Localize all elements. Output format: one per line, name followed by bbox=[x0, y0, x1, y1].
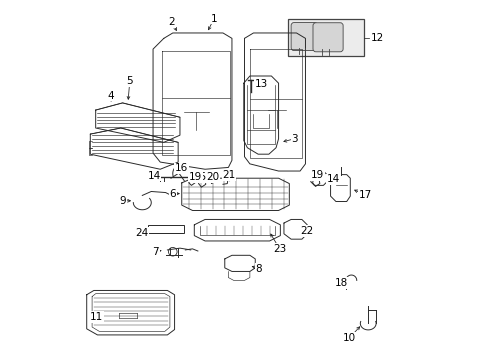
Text: 24: 24 bbox=[135, 228, 148, 238]
Text: 5: 5 bbox=[126, 76, 133, 86]
Bar bbox=[148, 225, 183, 233]
Text: 21: 21 bbox=[222, 170, 235, 180]
Text: 23: 23 bbox=[272, 244, 285, 254]
Text: 7: 7 bbox=[152, 247, 159, 257]
Text: 14: 14 bbox=[326, 174, 339, 184]
Text: 19: 19 bbox=[188, 172, 202, 182]
FancyBboxPatch shape bbox=[312, 23, 343, 52]
Text: 9: 9 bbox=[119, 196, 125, 206]
Text: 1: 1 bbox=[210, 14, 217, 24]
Bar bbox=[287, 19, 363, 56]
FancyBboxPatch shape bbox=[290, 23, 317, 50]
Text: 19: 19 bbox=[310, 170, 323, 180]
Text: 13: 13 bbox=[255, 79, 268, 89]
Text: 17: 17 bbox=[358, 190, 371, 200]
Text: 16: 16 bbox=[175, 163, 188, 173]
Text: 6: 6 bbox=[169, 189, 176, 199]
Text: 12: 12 bbox=[370, 33, 384, 43]
Text: 10: 10 bbox=[342, 333, 355, 343]
Text: 11: 11 bbox=[90, 312, 103, 322]
Text: 4: 4 bbox=[107, 91, 114, 101]
Text: 22: 22 bbox=[299, 226, 312, 236]
Text: 2: 2 bbox=[168, 17, 175, 27]
Text: 20: 20 bbox=[206, 172, 219, 183]
Text: 15: 15 bbox=[193, 172, 206, 183]
Text: 3: 3 bbox=[291, 134, 297, 144]
Text: 18: 18 bbox=[334, 278, 347, 288]
Text: 8: 8 bbox=[255, 264, 262, 274]
Text: 14: 14 bbox=[147, 171, 161, 181]
